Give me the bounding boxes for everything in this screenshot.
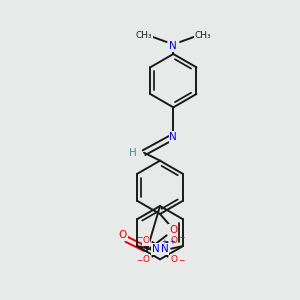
Text: −: − xyxy=(136,256,143,265)
Text: N: N xyxy=(169,132,177,142)
Text: CH₃: CH₃ xyxy=(194,31,211,40)
Text: O: O xyxy=(142,236,149,245)
Text: +: + xyxy=(161,239,167,245)
Text: O: O xyxy=(171,255,178,264)
Text: O: O xyxy=(142,255,149,264)
Text: −: − xyxy=(178,233,184,242)
Text: CH₃: CH₃ xyxy=(136,31,152,40)
Text: N: N xyxy=(152,244,159,254)
Text: −: − xyxy=(178,256,184,265)
Text: O: O xyxy=(118,230,127,240)
Text: O: O xyxy=(171,236,178,245)
Text: N: N xyxy=(160,244,168,254)
Text: −: − xyxy=(136,233,143,242)
Text: +: + xyxy=(170,239,176,245)
Text: H: H xyxy=(130,148,137,158)
Text: N: N xyxy=(169,41,177,51)
Text: O: O xyxy=(169,225,178,235)
